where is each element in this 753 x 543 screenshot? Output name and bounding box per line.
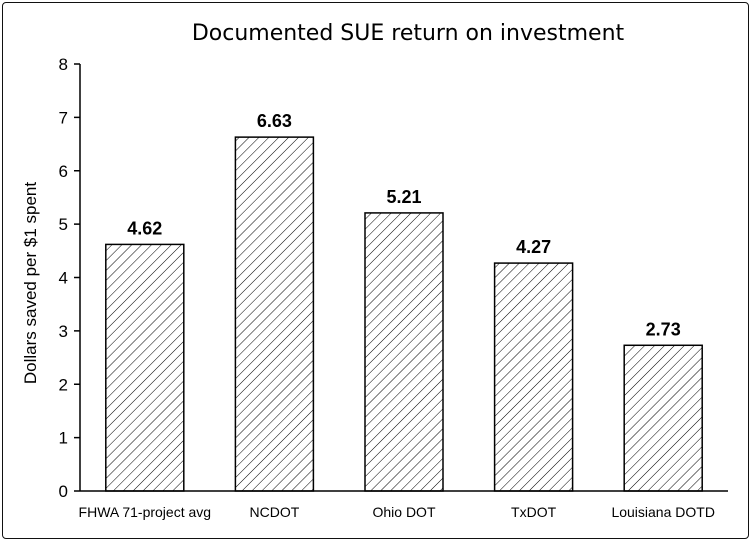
bar	[234, 136, 315, 492]
bar	[105, 243, 185, 492]
y-tick-label: 3	[59, 322, 68, 341]
y-tick-label: 1	[59, 429, 68, 448]
bar-value-label: 2.73	[646, 319, 681, 339]
y-tick-label: 4	[59, 269, 68, 288]
chart-title: Documented SUE return on investment	[192, 21, 625, 46]
y-tick-label: 7	[59, 108, 68, 127]
y-tick-label: 6	[59, 162, 68, 181]
bar-value-label: 4.27	[516, 237, 551, 257]
bar	[364, 212, 444, 492]
bar	[493, 262, 574, 492]
x-category-label: TxDOT	[511, 504, 557, 520]
y-tick-label: 8	[59, 55, 68, 74]
x-category-label: FHWA 71-project avg	[79, 504, 212, 520]
x-category-label: Louisiana DOTD	[611, 504, 715, 520]
x-category-label: Ohio DOT	[372, 504, 435, 520]
y-tick-label: 2	[59, 375, 68, 394]
y-tick-label: 0	[59, 482, 68, 501]
y-tick-label: 5	[59, 215, 68, 234]
y-axis-label: Dollars saved per $1 spent	[21, 182, 40, 385]
bar-value-label: 4.62	[127, 218, 162, 238]
y-axis: 0 1 2 3 4 5 6 7 8	[59, 55, 80, 501]
bars: 4.62 FHWA 71-project avg 6.63 NCDOT 5.21 Ohio…	[79, 111, 715, 520]
bar-value-label: 6.63	[257, 111, 292, 131]
x-category-label: NCDOT	[250, 504, 300, 520]
bar	[623, 344, 703, 492]
bar-value-label: 5.21	[386, 187, 421, 207]
